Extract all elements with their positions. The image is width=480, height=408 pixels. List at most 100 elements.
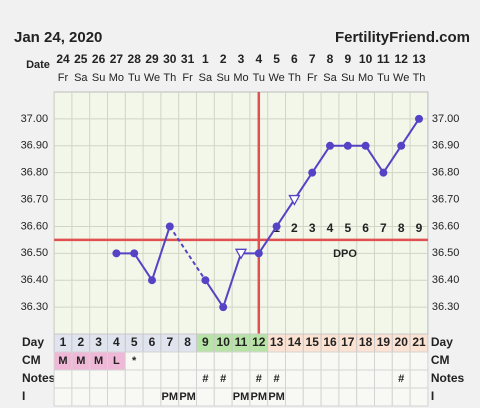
row-cell: [338, 369, 358, 389]
dpo-label: DPO: [333, 248, 357, 260]
point: [308, 168, 317, 177]
point: [130, 249, 139, 258]
row-entry: M: [94, 355, 103, 367]
weekday: Sa: [74, 72, 88, 84]
date: 1: [202, 52, 209, 66]
row-cell: [285, 351, 304, 371]
date: 8: [327, 52, 334, 66]
dpo-number: 9: [416, 221, 423, 235]
row-cell: [53, 369, 73, 389]
y-tick-label: 36.30: [21, 301, 49, 313]
day-number: 16: [323, 335, 337, 349]
row-label: Day: [22, 335, 44, 349]
row-cell: [196, 387, 215, 407]
row-cell: [142, 351, 162, 371]
weekday: Sa: [199, 72, 213, 84]
point: [415, 114, 423, 123]
day-number: 18: [359, 335, 373, 349]
day-number: 9: [202, 335, 209, 349]
date: 6: [291, 52, 298, 66]
day-number: 13: [270, 335, 284, 349]
row-entry: M: [76, 355, 85, 367]
dpo-number: 6: [362, 221, 369, 235]
row-entry: PM: [268, 391, 285, 403]
day-number: 12: [252, 335, 266, 349]
row-label-right: I: [431, 389, 434, 403]
point: [148, 276, 156, 285]
row-cell: [142, 387, 162, 407]
row-cell: [178, 369, 197, 389]
row-cell: [338, 351, 358, 371]
row-cell: [178, 351, 197, 371]
row-cell: [89, 387, 108, 407]
point: [112, 249, 121, 258]
date: 9: [344, 52, 351, 66]
row-cell: [213, 351, 233, 371]
row-cell: [71, 369, 91, 389]
y-tick-label: 36.80: [21, 167, 49, 179]
row-cell: [409, 387, 429, 407]
day-number: 8: [184, 335, 191, 349]
y-tick-label: 36.50: [21, 247, 49, 259]
row-cell: [107, 369, 126, 389]
row-cell: [302, 369, 322, 389]
temp-line: [116, 226, 171, 283]
row-label-right: Day: [431, 335, 453, 349]
day-number: 4: [113, 335, 120, 349]
day-number: 21: [412, 335, 426, 349]
day-number: 7: [166, 335, 173, 349]
row-entry: *: [132, 355, 137, 367]
date: 26: [92, 52, 106, 66]
point: [361, 141, 370, 150]
row-cell: [374, 387, 393, 407]
row-label-right: CM: [431, 353, 450, 367]
day-number: 19: [377, 335, 391, 349]
row-cell: [160, 369, 180, 389]
row-cell: [302, 351, 322, 371]
row-entry: #: [202, 373, 208, 385]
row-cell: [409, 369, 429, 389]
date: 29: [145, 52, 159, 66]
day-number: 5: [131, 335, 138, 349]
row-cell: [356, 369, 376, 389]
y-tick-label-right: 36.90: [432, 140, 460, 152]
row-cell: [374, 369, 393, 389]
day-number: 14: [288, 335, 302, 349]
row-label: CM: [22, 353, 41, 367]
date: 31: [181, 52, 195, 66]
y-tick-label: 36.70: [21, 193, 49, 205]
row-cell: [391, 387, 411, 407]
row-label-right: Notes: [431, 371, 465, 385]
weekday: Tu: [253, 72, 265, 84]
plot-area: [53, 91, 429, 335]
row-cell: [391, 351, 411, 371]
row-cell: [142, 369, 162, 389]
date: 3: [238, 52, 245, 66]
y-tick-label-right: 36.70: [432, 193, 460, 205]
weekday: Su: [216, 72, 229, 84]
row-cell: [409, 351, 429, 371]
day-number: 11: [235, 335, 248, 349]
date: 24: [56, 52, 70, 66]
weekday: We: [268, 72, 284, 84]
chart-title: Jan 24, 2020: [14, 29, 102, 46]
dpo-number: 2: [291, 221, 298, 235]
y-tick-label-right: 36.30: [432, 301, 460, 313]
row-cell: [196, 351, 215, 371]
row-cell: [124, 387, 144, 407]
row-cell: [107, 387, 126, 407]
date: 27: [110, 52, 124, 66]
day-number: 3: [95, 335, 102, 349]
dpo-number: 5: [344, 221, 351, 235]
point: [165, 222, 174, 231]
row-cell: [285, 387, 304, 407]
date: 5: [273, 52, 280, 66]
row-cell: [213, 387, 233, 407]
row-label: Notes: [22, 371, 56, 385]
date: 28: [128, 52, 142, 66]
row-entry: PM: [162, 391, 179, 403]
row-cell: [249, 351, 269, 371]
y-tick-label: 36.90: [21, 140, 49, 152]
point: [219, 303, 228, 312]
